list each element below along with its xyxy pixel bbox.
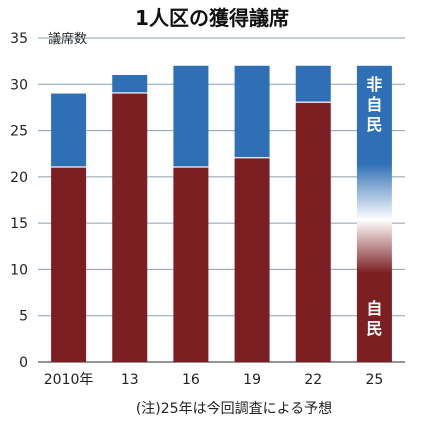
bar-segment-hi-jimin (234, 65, 270, 158)
chart-title: 1人区の獲得議席 (135, 6, 289, 30)
x-tick-label: 19 (243, 372, 261, 388)
footnote: (注)25年は今回調査による予想 (136, 401, 332, 417)
forecast-bottom-label: 自 (366, 299, 382, 318)
x-tick-label: 22 (304, 372, 322, 388)
bars (51, 65, 392, 363)
x-tick-label: 25 (366, 372, 384, 388)
bar-segment-jimin (295, 102, 331, 363)
x-tick-label: 2010年 (44, 372, 94, 388)
y-tick-label: 35 (10, 31, 28, 47)
bar-segment-jimin (112, 93, 148, 363)
forecast-top-label: 非 (366, 75, 382, 94)
y-tick-label: 30 (10, 77, 28, 93)
y-tick-label: 5 (19, 309, 28, 325)
y-tick-label: 10 (10, 262, 28, 278)
y-tick-labels: 0 5 10 15 20 25 30 35 (10, 31, 28, 371)
y-axis-label: 議席数 (48, 31, 87, 47)
forecast-top-label: 民 (366, 115, 382, 134)
bar-segment-hi-jimin (295, 65, 331, 102)
bar-segment-hi-jimin (112, 75, 148, 93)
bar-segment-jimin (51, 167, 87, 362)
y-tick-label: 15 (10, 216, 28, 232)
bar-segment-hi-jimin (173, 65, 209, 167)
bar-segment-hi-jimin (51, 93, 87, 167)
bar-segment-jimin (234, 158, 270, 362)
bar-segment-jimin (173, 167, 209, 362)
x-tick-label: 16 (182, 372, 200, 388)
gridlines (38, 37, 405, 363)
forecast-top-label: 自 (366, 95, 382, 114)
x-tick-label: 13 (121, 372, 139, 388)
bar-forecast (356, 65, 392, 363)
y-tick-label: 25 (10, 124, 28, 140)
forecast-bottom-label: 民 (366, 319, 382, 338)
x-tick-labels: 2010年 13 16 19 22 25 (44, 372, 384, 388)
y-tick-label: 0 (19, 355, 28, 371)
y-tick-label: 20 (10, 170, 28, 186)
